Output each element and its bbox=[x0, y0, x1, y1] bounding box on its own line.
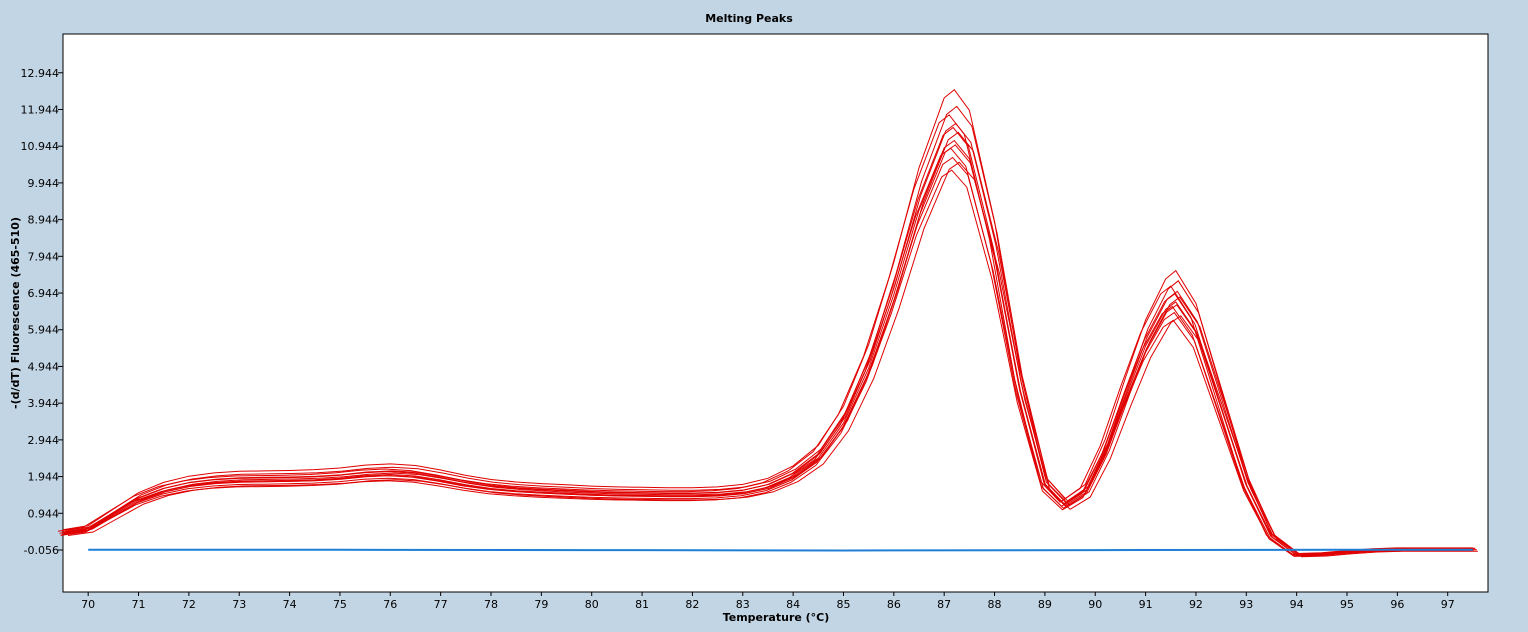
sample-curve-10 bbox=[57, 114, 1468, 555]
x-tick-label: 91 bbox=[1139, 598, 1153, 611]
x-tick-label: 76 bbox=[383, 598, 397, 611]
x-tick-label: 72 bbox=[182, 598, 196, 611]
sample-curve-4 bbox=[65, 105, 1476, 555]
y-axis: -0.056 0.944 1.944 2.944 3.944 4.944 5.944 6.94… bbox=[21, 67, 63, 557]
x-tick-label: 95 bbox=[1340, 598, 1354, 611]
y-tick-label: 12.944 bbox=[21, 67, 60, 80]
sample-curve-3 bbox=[61, 156, 1472, 557]
x-tick-label: 74 bbox=[283, 598, 297, 611]
y-tick-label: 10.944 bbox=[21, 140, 60, 153]
chart-title: Melting Peaks bbox=[705, 12, 793, 25]
y-tick-label: 2.944 bbox=[28, 434, 60, 447]
x-tick-label: 88 bbox=[988, 598, 1002, 611]
x-tick-label: 78 bbox=[484, 598, 498, 611]
x-tick-label: 71 bbox=[132, 598, 146, 611]
y-tick-label: 7.944 bbox=[28, 250, 60, 263]
x-tick-label: 87 bbox=[937, 598, 951, 611]
x-tick-label: 80 bbox=[585, 598, 599, 611]
x-tick-label: 92 bbox=[1189, 598, 1203, 611]
curves-layer bbox=[57, 88, 1478, 558]
y-tick-label: 3.944 bbox=[28, 397, 60, 410]
sample-curve-5 bbox=[60, 169, 1471, 557]
x-tick-label: 93 bbox=[1239, 598, 1253, 611]
y-tick-label: 6.944 bbox=[28, 287, 60, 300]
x-tick-label: 94 bbox=[1290, 598, 1304, 611]
x-tick-label: 96 bbox=[1390, 598, 1404, 611]
x-tick-label: 73 bbox=[232, 598, 246, 611]
x-tick-label: 89 bbox=[1038, 598, 1052, 611]
x-tick-label: 90 bbox=[1088, 598, 1102, 611]
x-tick-label: 84 bbox=[786, 598, 800, 611]
plot-area bbox=[62, 33, 1489, 593]
y-tick-label: 5.944 bbox=[28, 324, 60, 337]
y-tick-label: 1.944 bbox=[28, 471, 60, 484]
x-tick-label: 83 bbox=[736, 598, 750, 611]
y-axis-label: -(d/dT) Fluorescence (465-510) bbox=[9, 217, 22, 409]
x-tick-label: 82 bbox=[685, 598, 699, 611]
x-tick-label: 81 bbox=[635, 598, 649, 611]
y-tick-label: -0.056 bbox=[24, 544, 59, 557]
sample-curve-2 bbox=[64, 122, 1475, 556]
x-tick-label: 70 bbox=[81, 598, 95, 611]
y-tick-label: 4.944 bbox=[28, 360, 60, 373]
x-tick-label: 86 bbox=[887, 598, 901, 611]
y-tick-label: 0.944 bbox=[28, 507, 60, 520]
sample-curve-8 bbox=[62, 88, 1473, 555]
x-axis-label: Temperature (°C) bbox=[723, 611, 830, 624]
baseline-curve bbox=[88, 548, 1473, 552]
x-axis: 70 71 72 73 74 75 76 77 78 79 80 81 82 83 84 85 86 87 88 89… bbox=[81, 592, 1455, 611]
x-tick-label: 79 bbox=[534, 598, 548, 611]
sample-curve-9 bbox=[67, 161, 1478, 558]
x-tick-label: 75 bbox=[333, 598, 347, 611]
x-tick-label: 97 bbox=[1441, 598, 1455, 611]
y-tick-label: 9.944 bbox=[28, 177, 60, 190]
y-tick-label: 8.944 bbox=[28, 214, 60, 227]
x-tick-label: 77 bbox=[434, 598, 448, 611]
x-tick-label: 85 bbox=[836, 598, 850, 611]
sample-curve-12 bbox=[61, 126, 1472, 556]
y-tick-label: 11.944 bbox=[21, 103, 60, 116]
